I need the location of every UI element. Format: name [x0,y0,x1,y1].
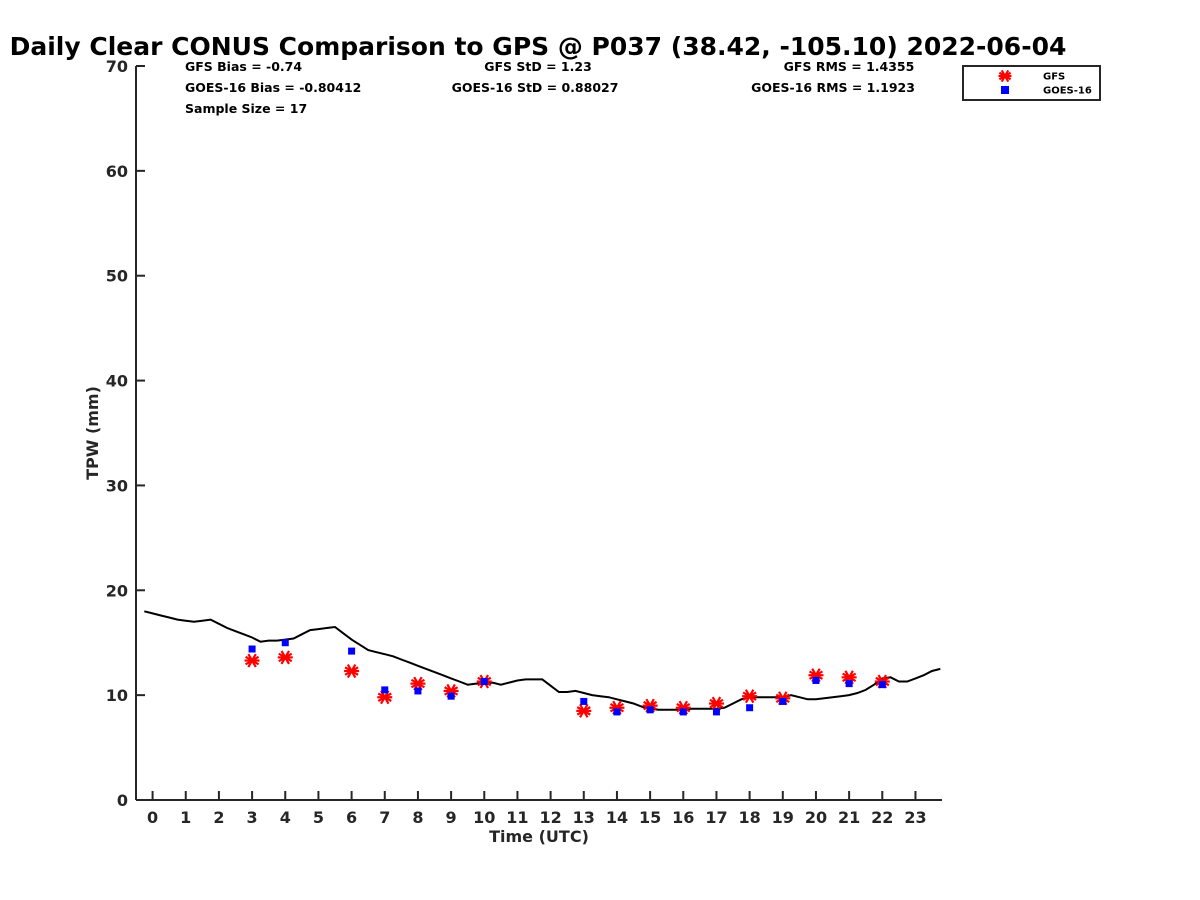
goes-16-point [613,708,621,716]
goes-16-point [480,678,488,686]
legend-goes-16-marker [1001,86,1009,94]
gfs-point [576,703,592,718]
y-tick-label: 70 [106,57,128,76]
x-tick-label: 6 [346,808,357,827]
x-tick-label: 15 [639,808,661,827]
goes-16-point [447,692,455,700]
x-tick-label: 2 [213,808,224,827]
legend: GFS GOES-16 [962,65,1101,101]
stat-gfs-std: GFS StD = 1.23 [484,59,592,74]
goes-16-point [712,708,720,716]
x-tick-label: 5 [313,808,324,827]
x-tick-label: 17 [705,808,727,827]
goes-16-point [845,680,853,688]
y-tick-label: 40 [106,372,128,391]
x-tick-label: 22 [871,808,893,827]
gfs-point [277,650,293,665]
stat-sample-size: Sample Size = 17 [185,101,307,116]
y-tick-label: 60 [106,162,128,181]
legend-gfs-marker [998,69,1012,83]
gps-line [144,610,941,711]
stat-goes-std: GOES-16 StD = 0.88027 [452,80,619,95]
goes-16-point [746,704,754,712]
gfs-point [708,696,724,711]
y-tick-label: 50 [106,267,128,286]
x-tick-label: 1 [180,808,191,827]
x-tick-label: 9 [446,808,457,827]
x-tick-label: 3 [247,808,258,827]
y-tick-label: 0 [117,791,128,810]
x-tick-label: 13 [573,808,595,827]
y-tick-label: 10 [106,686,128,705]
stat-gfs-bias: GFS Bias = -0.74 [185,59,302,74]
goes-16-point [878,681,886,689]
y-tick-label: 30 [106,476,128,495]
x-tick-label: 19 [772,808,794,827]
y-tick-label: 20 [106,581,128,600]
chart-title: Daily Clear CONUS Comparison to GPS @ P0… [10,32,1067,61]
x-tick-label: 12 [539,808,561,827]
x-axis-label: Time (UTC) [489,827,589,846]
goes-16-point [348,647,356,655]
goes-16-point [414,687,422,695]
x-tick-label: 10 [473,808,495,827]
goes-16-point [812,676,820,684]
x-tick-label: 4 [280,808,291,827]
gfs-point [344,663,360,679]
goes-16-point [248,645,256,653]
legend-gfs-label: GFS [1043,72,1065,83]
goes-16-point [779,697,787,705]
gfs-point [742,689,758,704]
x-tick-label: 14 [606,808,628,827]
x-tick-label: 20 [805,808,827,827]
x-tick-label: 7 [379,808,390,827]
goes-16-point [580,697,588,705]
stat-gfs-rms: GFS RMS = 1.4355 [784,59,915,74]
y-axis-label: TPW (mm) [83,386,102,480]
x-tick-label: 18 [738,808,760,827]
gps-line-layer [144,610,941,711]
goes-16-point [381,686,389,694]
x-tick-label: 11 [506,808,528,827]
x-tick-label: 0 [147,808,158,827]
x-tick-label: 23 [904,808,926,827]
legend-box [962,65,1101,101]
marks-layer [244,639,890,718]
gfs-point [244,653,260,668]
x-tick-label: 21 [838,808,860,827]
goes-16-point [679,708,687,716]
goes-16-point [281,639,289,647]
goes-16-point [646,706,654,714]
stat-goes-bias: GOES-16 Bias = -0.80412 [185,80,361,95]
stat-goes-rms: GOES-16 RMS = 1.1923 [751,80,915,95]
x-tick-label: 8 [412,808,423,827]
x-tick-label: 16 [672,808,694,827]
legend-goes-16-label: GOES-16 [1043,86,1092,97]
stats-group: GFS Bias = -0.74 GOES-16 Bias = -0.80412 S… [185,59,915,116]
